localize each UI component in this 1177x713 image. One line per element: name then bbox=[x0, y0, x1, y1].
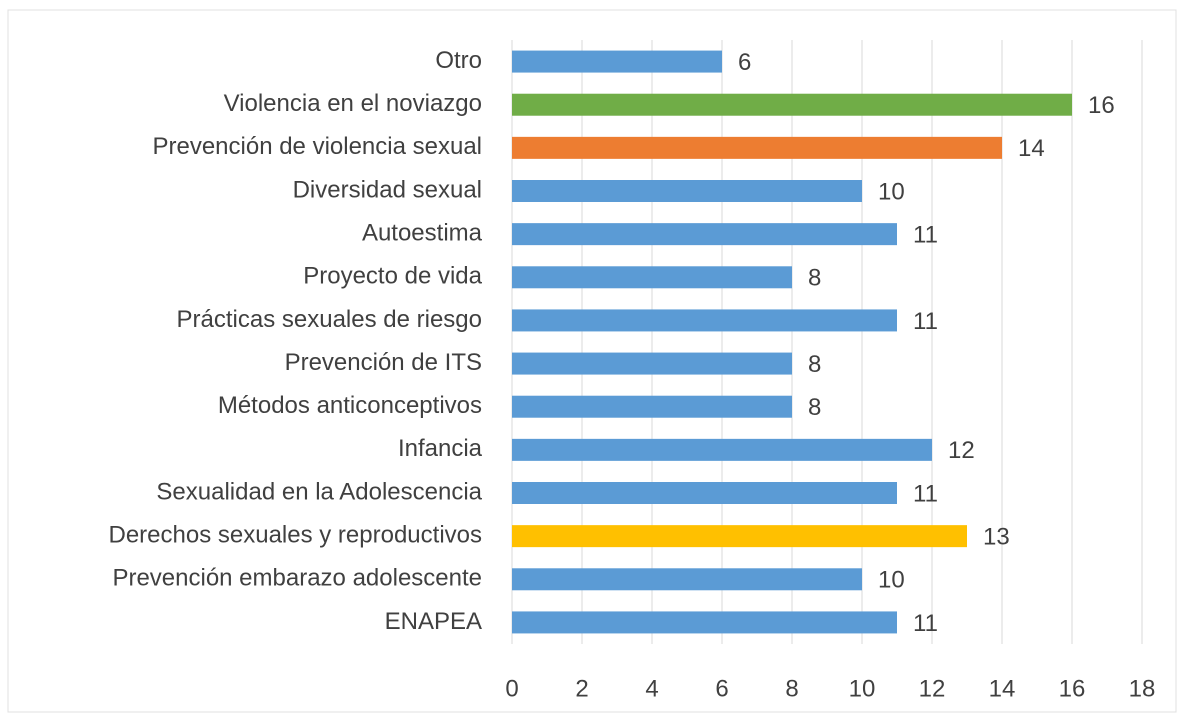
x-tick-label: 0 bbox=[505, 675, 518, 702]
y-tick-label: Violencia en el noviazgo bbox=[224, 90, 482, 117]
x-tick-label: 6 bbox=[715, 675, 728, 702]
y-tick-label: Prevención de violencia sexual bbox=[152, 133, 482, 160]
value-label: 12 bbox=[948, 437, 975, 464]
y-tick-label: Prevención de ITS bbox=[285, 349, 482, 376]
bar bbox=[512, 223, 897, 246]
y-tick-label: Otro bbox=[435, 47, 482, 74]
value-label: 10 bbox=[878, 567, 905, 594]
x-tick-label: 12 bbox=[919, 675, 946, 702]
y-tick-label: Diversidad sexual bbox=[293, 176, 482, 203]
bar bbox=[512, 482, 897, 504]
bar bbox=[512, 568, 862, 591]
x-tick-label: 2 bbox=[575, 675, 588, 702]
value-label: 16 bbox=[1088, 92, 1115, 119]
y-tick-label: Autoestima bbox=[362, 219, 483, 246]
y-tick-label: Infancia bbox=[398, 435, 483, 462]
y-tick-label: Prevención embarazo adolescente bbox=[112, 565, 482, 592]
bar bbox=[512, 266, 792, 289]
bar bbox=[512, 180, 862, 202]
chart-frame bbox=[7, 9, 1177, 713]
value-label: 8 bbox=[808, 394, 821, 421]
bar bbox=[512, 50, 722, 73]
bar bbox=[512, 136, 1002, 159]
value-label: 11 bbox=[913, 480, 938, 507]
bar bbox=[512, 438, 932, 461]
bar bbox=[512, 525, 967, 548]
value-label: 13 bbox=[983, 523, 1010, 550]
x-tick-label: 18 bbox=[1129, 675, 1156, 702]
y-tick-label: Sexualidad en la Adolescencia bbox=[156, 478, 482, 505]
x-tick-label: 4 bbox=[645, 675, 658, 702]
value-label: 14 bbox=[1018, 135, 1045, 162]
x-tick-label: 8 bbox=[785, 675, 798, 702]
y-tick-label: ENAPEA bbox=[385, 608, 482, 635]
value-label: 10 bbox=[878, 178, 905, 205]
x-tick-label: 14 bbox=[989, 675, 1016, 702]
bar bbox=[512, 93, 1072, 116]
x-tick-label: 16 bbox=[1059, 675, 1086, 702]
y-tick-label: Proyecto de vida bbox=[303, 263, 482, 290]
y-tick-label: Prácticas sexuales de riesgo bbox=[177, 306, 482, 333]
bar bbox=[512, 309, 897, 332]
value-label: 6 bbox=[738, 49, 751, 76]
bar bbox=[512, 395, 792, 418]
value-label: 11 bbox=[913, 610, 938, 637]
x-tick-label: 10 bbox=[849, 675, 876, 702]
value-label: 11 bbox=[913, 221, 938, 248]
value-label: 8 bbox=[808, 265, 821, 292]
y-tick-label: Métodos anticonceptivos bbox=[218, 392, 482, 419]
bar bbox=[512, 611, 897, 634]
value-label: 8 bbox=[808, 351, 821, 378]
y-tick-label: Derechos sexuales y reproductivos bbox=[108, 521, 482, 548]
value-label: 11 bbox=[913, 308, 938, 335]
bar bbox=[512, 352, 792, 375]
